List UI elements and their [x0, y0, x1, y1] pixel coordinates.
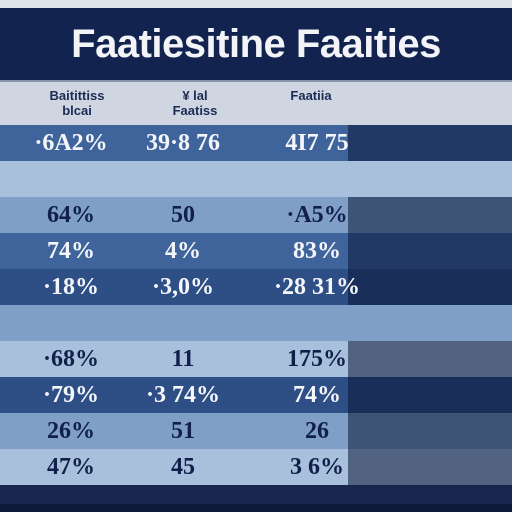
- table-row: ·6A2% 39·8 76 4I7 75: [0, 125, 512, 161]
- table-cell: 50: [171, 202, 195, 228]
- column-header-2: ¥ lal Faatiss: [140, 88, 250, 118]
- table-cell: [16, 161, 126, 197]
- table-cell: 11: [171, 346, 195, 372]
- table-cell: [128, 305, 238, 341]
- table-cell: ·79%: [42, 382, 99, 408]
- table-cell: ·3 74%: [145, 382, 220, 408]
- column-header-3: Faatiia: [256, 88, 366, 103]
- table-row: [0, 305, 512, 341]
- column-header-1-line-1: Baitittiss: [49, 88, 105, 103]
- column-header-2-line-2: Faatiss: [172, 103, 218, 118]
- bottom-border: [0, 504, 512, 512]
- row-shade-band: [348, 125, 512, 161]
- table-cell: 51: [171, 418, 195, 444]
- table-header: Baitittiss blcai ¥ lal Faatiss Faatiia: [0, 80, 512, 127]
- table-row: 26% 51 26: [0, 413, 512, 449]
- column-header-2-line-1: ¥ lal: [182, 88, 208, 103]
- row-shade-band: [348, 449, 512, 485]
- row-shade-band: [348, 197, 512, 233]
- row-shade-band: [348, 269, 512, 305]
- row-shade-band: [348, 341, 512, 377]
- top-border: [0, 0, 512, 8]
- table-row: ·18% ·3,0% ·28 31%: [0, 269, 512, 305]
- table-cell: [16, 305, 126, 341]
- table-row: 74% 4% 83%: [0, 233, 512, 269]
- table-cell: 74%: [293, 382, 341, 408]
- table-row: ·79% ·3 74% 74%: [0, 377, 512, 413]
- table-cell: ·3,0%: [151, 274, 214, 300]
- table-row: 64% 50 ·A5%: [0, 197, 512, 233]
- table-cell: 175%: [287, 346, 347, 372]
- table-cell: ·6A2%: [34, 130, 108, 156]
- table-cell: 45: [171, 454, 195, 480]
- table-cell: 83%: [293, 238, 341, 264]
- table-cell: [262, 161, 372, 197]
- table-cell: [128, 161, 238, 197]
- column-header-3-line-2: Faatiia: [290, 88, 332, 103]
- title-bar: Faatiesitine Faaities: [0, 8, 512, 80]
- table-cell: [262, 305, 372, 341]
- table-cell: ·18%: [42, 274, 99, 300]
- table-cell: 64%: [47, 202, 95, 228]
- table-cell: 74%: [47, 238, 95, 264]
- table-body: ·6A2% 39·8 76 4I7 75 64% 50 ·A5% 74% 4% 83% ·18% ·…: [0, 125, 512, 485]
- row-shade-band: [348, 413, 512, 449]
- table-cell: ·28 31%: [273, 274, 360, 300]
- table-cell: 26: [305, 418, 329, 444]
- row-shade-band: [348, 233, 512, 269]
- table-cell: 47%: [47, 454, 95, 480]
- table-row: [0, 161, 512, 197]
- table-cell: 39·8 76: [145, 130, 220, 156]
- column-header-1-line-2: blcai: [62, 103, 92, 118]
- chart-title: Faatiesitine Faaities: [71, 21, 441, 66]
- table-cell: 3 6%: [290, 454, 344, 480]
- table-cell: ·A5%: [286, 202, 348, 228]
- table-row: 47% 45 3 6%: [0, 449, 512, 485]
- row-shade-band: [348, 377, 512, 413]
- column-header-1: Baitittiss blcai: [22, 88, 132, 118]
- table-row: ·68% 11 175%: [0, 341, 512, 377]
- table-cell: 4I7 75: [285, 130, 349, 156]
- table-cell: ·68%: [42, 346, 99, 372]
- table-cell: 26%: [47, 418, 95, 444]
- table-cell: 4%: [165, 238, 201, 264]
